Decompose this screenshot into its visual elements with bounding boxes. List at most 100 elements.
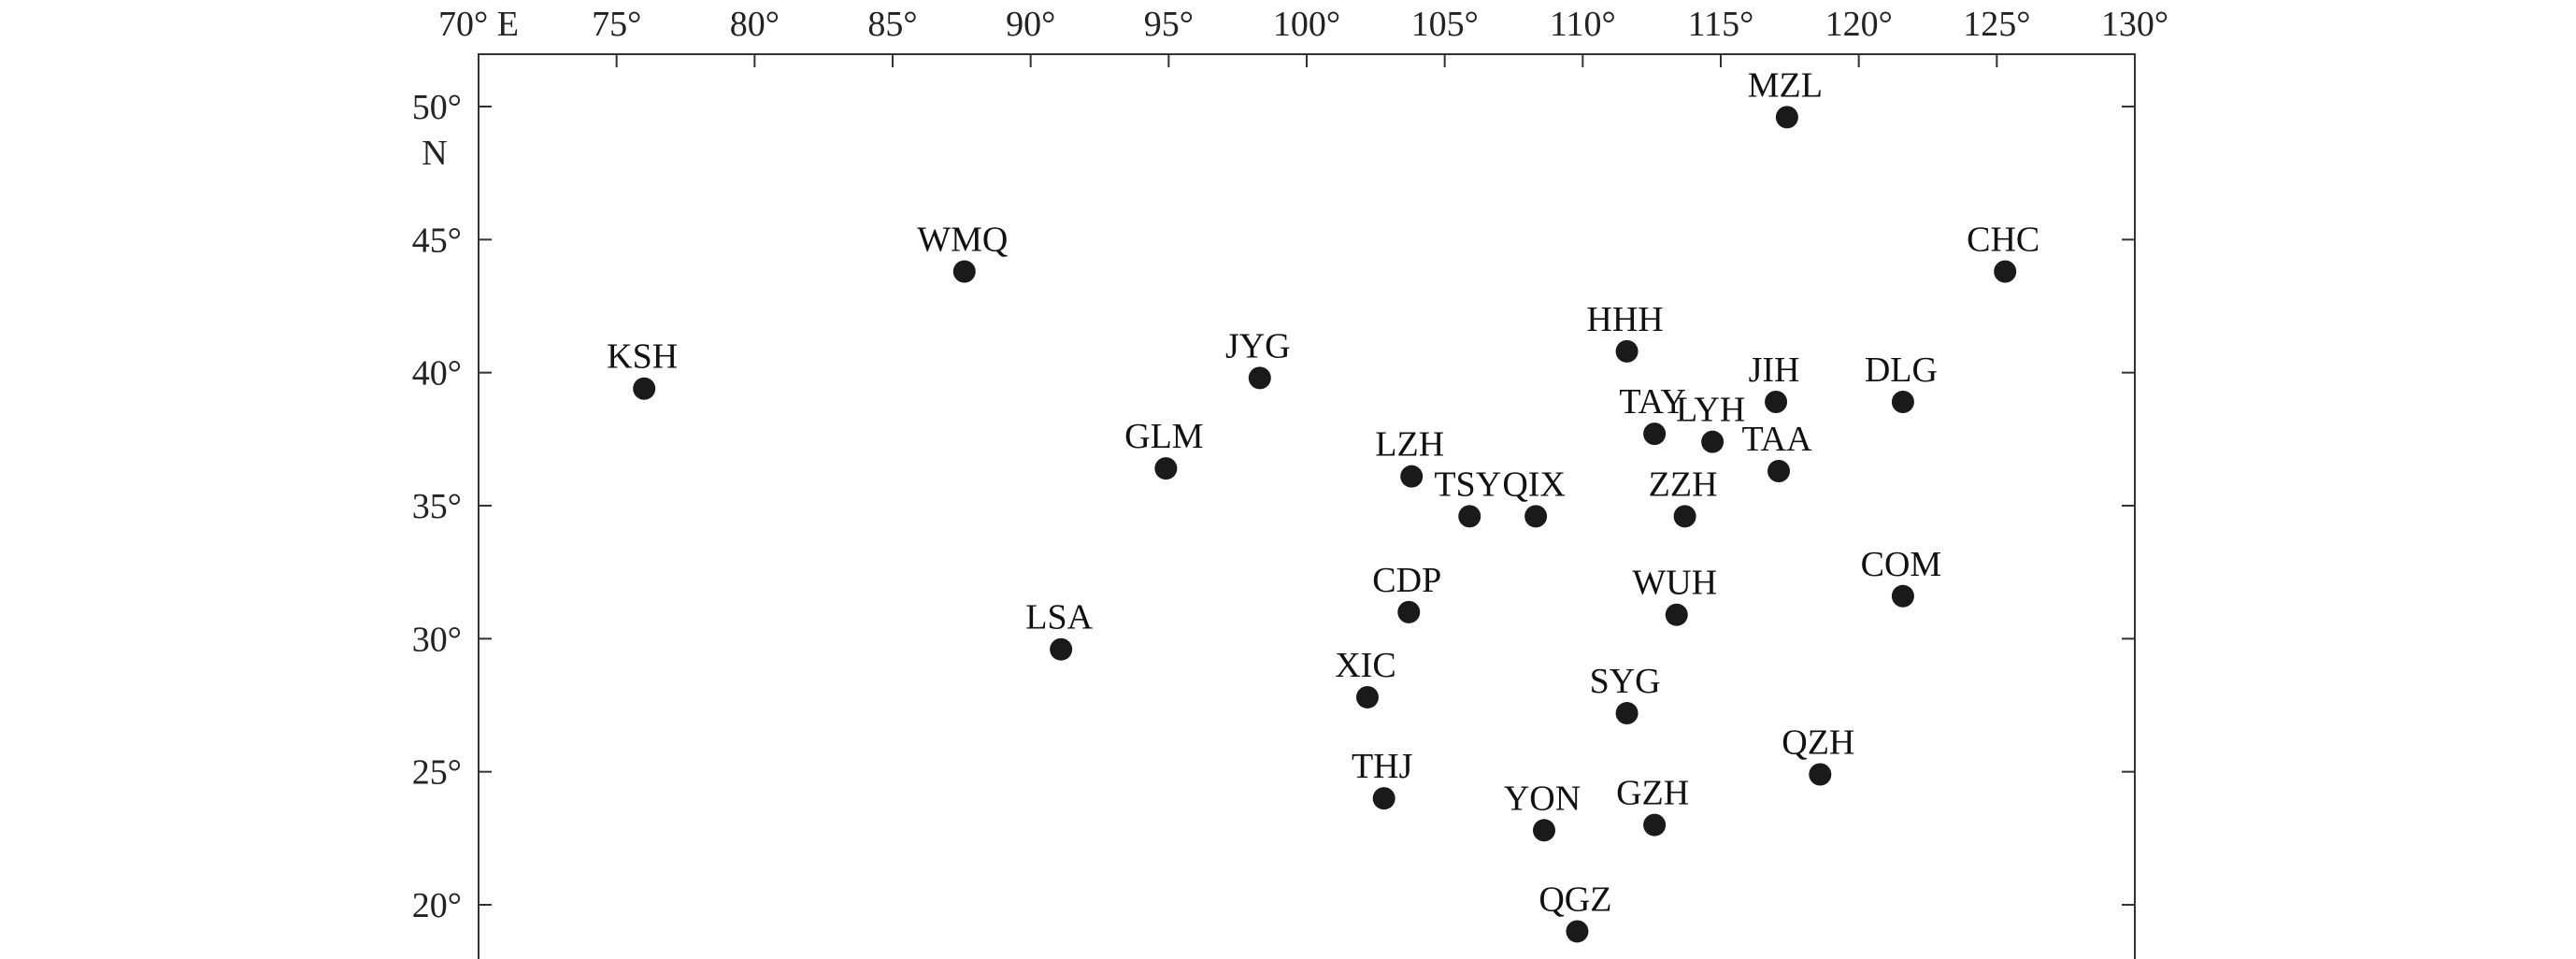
station-wuh: WUH xyxy=(1632,564,1717,626)
station-marker-qgz xyxy=(1566,920,1589,943)
station-label-wmq: WMQ xyxy=(917,220,1008,259)
station-label-chc: CHC xyxy=(1967,220,2039,259)
station-label-taa: TAA xyxy=(1741,420,1812,459)
station-xic: XIC xyxy=(1335,646,1396,709)
station-marker-syg xyxy=(1615,702,1639,725)
station-label-mzl: MZL xyxy=(1748,65,1823,105)
station-ksh: KSH xyxy=(607,337,678,400)
lat-tick-label-50: 50° xyxy=(412,88,462,127)
station-marker-taa xyxy=(1767,459,1791,482)
station-marker-qix xyxy=(1524,505,1548,528)
station-zzh: ZZH xyxy=(1649,465,1718,528)
lat-tick-label-35: 35° xyxy=(412,487,462,526)
lon-tick-label-125: 125° xyxy=(1963,5,2030,44)
station-label-xic: XIC xyxy=(1335,646,1395,685)
station-marker-qzh xyxy=(1809,763,1832,786)
lon-tick-label-130: 130° xyxy=(2101,5,2168,44)
station-label-lyh: LYH xyxy=(1676,391,1745,430)
station-label-cdp: CDP xyxy=(1372,561,1441,600)
lon-tick-label-115: 115° xyxy=(1688,5,1754,44)
station-wmq: WMQ xyxy=(917,220,1008,283)
station-marker-com xyxy=(1891,584,1914,608)
station-marker-zzh xyxy=(1673,505,1696,528)
station-marker-wmq xyxy=(952,260,976,283)
station-marker-chc xyxy=(1994,260,2017,283)
lon-tick-label-95: 95° xyxy=(1144,5,1194,44)
station-syg: SYG xyxy=(1590,662,1661,725)
station-taa: TAA xyxy=(1741,420,1812,482)
station-label-gzh: GZH xyxy=(1616,774,1689,813)
station-marker-lsa xyxy=(1050,637,1073,661)
station-com: COM xyxy=(1861,545,1942,608)
station-label-tay: TAY xyxy=(1619,382,1686,422)
station-label-lsa: LSA xyxy=(1025,598,1093,637)
station-hhh: HHH xyxy=(1586,300,1664,363)
station-qzh: QZH xyxy=(1782,723,1854,786)
station-qix: QIX xyxy=(1502,465,1566,528)
station-marker-jyg xyxy=(1248,366,1271,390)
station-gzh: GZH xyxy=(1616,774,1689,837)
station-marker-thj xyxy=(1372,787,1395,810)
station-glm: GLM xyxy=(1124,417,1204,480)
longitude-tick-labels: 70° E 75° 80° 85° 90° 95° 100° 105° 110° 115° 120°… xyxy=(438,5,2168,44)
station-marker-dlg xyxy=(1891,390,1914,413)
lon-tick-label-110: 110° xyxy=(1550,5,1616,44)
station-label-lzh: LZH xyxy=(1375,425,1444,465)
station-tsy: TSY xyxy=(1434,465,1501,528)
station-label-qzh: QZH xyxy=(1782,723,1854,763)
station-label-qgz: QGZ xyxy=(1538,880,1611,919)
station-marker-glm xyxy=(1154,457,1178,480)
station-label-dlg: DLG xyxy=(1865,351,1938,390)
station-qgz: QGZ xyxy=(1538,880,1611,943)
station-marker-tay xyxy=(1643,422,1667,446)
station-cdp: CDP xyxy=(1372,561,1441,623)
station-marker-tsy xyxy=(1458,505,1481,528)
station-label-ksh: KSH xyxy=(607,337,678,377)
station-label-qix: QIX xyxy=(1502,465,1566,504)
station-label-jih: JIH xyxy=(1749,351,1800,390)
lat-tick-label-45: 45° xyxy=(412,221,462,260)
station-label-thj: THJ xyxy=(1352,747,1412,786)
station-label-zzh: ZZH xyxy=(1649,465,1718,504)
lat-tick-label-25: 25° xyxy=(412,753,462,793)
station-label-syg: SYG xyxy=(1590,662,1661,701)
station-marker-lyh xyxy=(1701,430,1724,453)
lat-tick-label-40: 40° xyxy=(412,354,462,394)
lon-tick-label-100: 100° xyxy=(1273,5,1340,44)
station-marker-hhh xyxy=(1615,339,1639,363)
station-marker-gzh xyxy=(1643,813,1667,837)
lon-tick-label-70: 70° E xyxy=(438,5,519,44)
station-marker-mzl xyxy=(1775,106,1798,129)
station-marker-ksh xyxy=(633,377,656,400)
lon-tick-label-75: 75° xyxy=(592,5,641,44)
station-label-com: COM xyxy=(1861,545,1942,584)
station-dlg: DLG xyxy=(1865,351,1938,413)
station-label-glm: GLM xyxy=(1124,417,1203,456)
lat-tick-label-20: 20° xyxy=(412,886,462,925)
station-marker-yon xyxy=(1532,819,1555,842)
station-lsa: LSA xyxy=(1025,598,1094,661)
lon-tick-label-120: 120° xyxy=(1825,5,1893,44)
lon-tick-label-105: 105° xyxy=(1411,5,1479,44)
station-lyh: LYH xyxy=(1676,391,1745,453)
station-label-hhh: HHH xyxy=(1586,300,1663,339)
station-marker-jih xyxy=(1765,390,1788,413)
station-yon: YON xyxy=(1504,779,1581,842)
station-label-tsy: TSY xyxy=(1434,465,1501,504)
station-tay: TAY xyxy=(1619,382,1686,446)
station-marker-xic xyxy=(1355,685,1379,709)
station-label-wuh: WUH xyxy=(1632,564,1717,603)
lon-tick-label-80: 80° xyxy=(730,5,780,44)
station-thj: THJ xyxy=(1352,747,1412,810)
latitude-unit-label: N xyxy=(422,134,447,173)
station-label-jyg: JYG xyxy=(1225,326,1291,365)
lat-tick-label-30: 30° xyxy=(412,620,462,659)
station-mzl: MZL xyxy=(1748,65,1823,129)
station-marker-wuh xyxy=(1665,603,1688,626)
station-jyg: JYG xyxy=(1225,326,1291,390)
station-chc: CHC xyxy=(1967,220,2039,283)
station-label-yon: YON xyxy=(1504,779,1581,818)
